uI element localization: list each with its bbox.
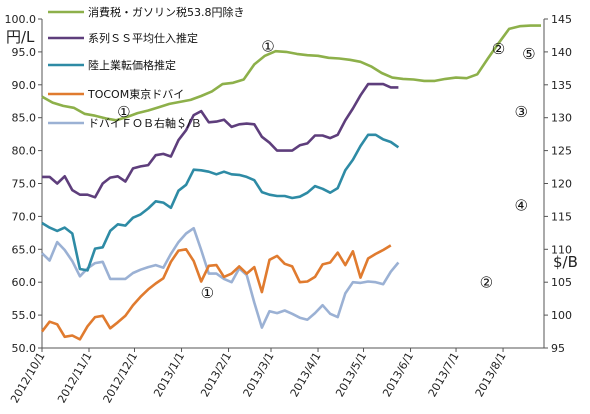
x-axis-tick-label: 2012/12/1 xyxy=(101,350,140,405)
right-axis-tick-label: 140 xyxy=(551,46,572,59)
annotation-label: ② xyxy=(492,40,505,58)
left-axis-tick-label: 85.0 xyxy=(12,112,37,125)
right-axis-tick-label: 115 xyxy=(551,210,572,223)
annotation-label: ③ xyxy=(515,103,528,121)
x-axis-tick-label: 2013/6/1 xyxy=(380,350,416,399)
series-line-5 xyxy=(41,226,400,329)
series-line-2 xyxy=(42,82,399,199)
annotation-label: ② xyxy=(480,274,493,292)
right-axis-tick-label: 95 xyxy=(551,342,565,355)
x-axis-tick-label: 2012/10/1 xyxy=(8,350,47,405)
left-axis-tick-label: 95.0 xyxy=(12,46,37,59)
right-axis-tick-label: 125 xyxy=(551,145,572,158)
right-axis-unit: $/B xyxy=(553,253,578,271)
right-axis-tick-label: 105 xyxy=(551,276,572,289)
right-axis-tick-label: 110 xyxy=(551,243,572,256)
x-axis-tick-label: 2013/5/1 xyxy=(333,350,369,399)
annotation-label: ④ xyxy=(515,197,528,215)
right-axis-tick-label: 135 xyxy=(551,79,572,92)
left-axis-tick-label: 90.0 xyxy=(12,79,37,92)
annotation-label: ① xyxy=(117,103,130,121)
x-axis-tick-label: 2013/3/1 xyxy=(241,350,277,399)
series-line-3 xyxy=(41,133,400,272)
left-axis-tick-label: 75.0 xyxy=(12,178,37,191)
left-axis-tick-label: 70.0 xyxy=(12,210,37,223)
series-line-1 xyxy=(41,24,541,122)
x-axis-tick-label: 2013/1/1 xyxy=(151,350,187,399)
left-axis-tick-label: 65.0 xyxy=(12,243,37,256)
right-axis-tick-label: 130 xyxy=(551,112,572,125)
left-axis-tick-label: 50.0 xyxy=(12,342,37,355)
legend-label: 陸上業転価格推定 xyxy=(88,58,176,72)
right-axis-tick-label: 145 xyxy=(551,13,572,26)
x-axis-tick-label: 2013/4/1 xyxy=(288,350,324,399)
annotation-label: ① xyxy=(201,284,214,302)
left-axis-tick-label: 60.0 xyxy=(12,276,37,289)
x-axis-tick-label: 2012/11/1 xyxy=(55,350,94,405)
left-axis-tick-label: 80.0 xyxy=(12,145,37,158)
right-axis-tick-label: 120 xyxy=(551,178,572,191)
series-lines xyxy=(40,24,541,341)
left-axis-tick-label: 100.0 xyxy=(5,13,37,26)
legend-label: ドバイＦＯＢ右軸＄/Ｂ xyxy=(88,116,202,130)
x-axis-tick-label: 2013/2/1 xyxy=(198,350,234,399)
legend-label: 消費税・ガソリン税53.8円除き xyxy=(88,5,245,19)
annotation-label: ① xyxy=(261,37,274,55)
series-line-4 xyxy=(40,244,392,341)
x-axis-tick-label: 2013/7/1 xyxy=(426,350,462,399)
right-axis-tick-label: 100 xyxy=(551,309,572,322)
legend-label: 系列ＳＳ平均仕入推定 xyxy=(88,31,198,45)
left-axis-unit: 円/L xyxy=(6,28,35,46)
legend-label: TOCOM東京ドバイ xyxy=(87,87,184,101)
annotation-label: ⑤ xyxy=(522,45,535,63)
left-axis-tick-label: 55.0 xyxy=(12,309,37,322)
x-axis-tick-label: 2013/8/1 xyxy=(473,350,509,399)
